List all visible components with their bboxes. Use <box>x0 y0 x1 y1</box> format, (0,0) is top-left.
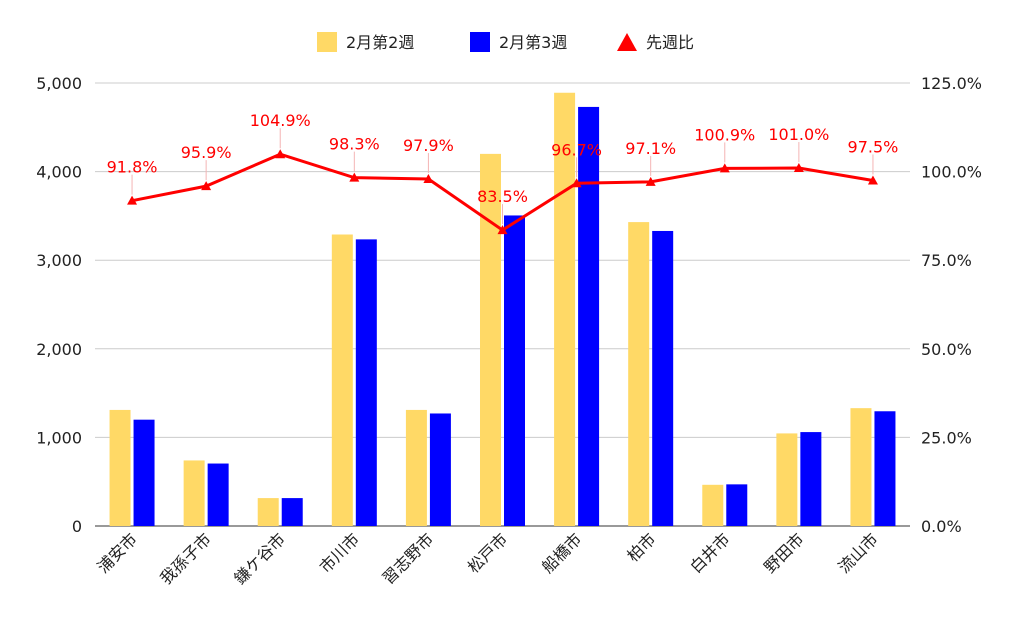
bar-series <box>109 92 896 527</box>
left-tick-label: 1,000 <box>36 428 82 447</box>
ratio-marker-triangle <box>793 163 804 173</box>
bar-week3 <box>281 498 303 526</box>
right-tick-label: 75.0% <box>921 251 972 270</box>
right-tick-label: 100.0% <box>921 163 982 182</box>
right-tick-label: 25.0% <box>921 428 972 447</box>
bar-week3 <box>652 230 674 526</box>
category-label: 習志野市 <box>379 529 438 588</box>
bar-week2 <box>257 498 279 526</box>
ratio-marker-triangle <box>127 195 138 205</box>
legend-label: 先週比 <box>646 33 694 52</box>
right-tick-label: 0.0% <box>921 517 962 536</box>
left-tick-label: 4,000 <box>36 163 82 182</box>
ratio-data-label: 95.9% <box>181 143 232 162</box>
x-axis-labels: 浦安市 我孫子市 鎌ケ谷市 市川市 習志野市 松戸市 船橋市 柏市 白井市 野田市 流山市 <box>93 529 881 588</box>
ratio-marker-triangle <box>275 149 286 159</box>
ratio-marker-triangle <box>423 174 434 184</box>
bar-week2 <box>850 408 872 526</box>
ratio-marker-triangle <box>645 176 656 186</box>
bar-week3 <box>133 419 155 526</box>
ratio-marker-triangle <box>349 172 360 182</box>
bar-week3 <box>726 484 748 526</box>
ratio-data-label: 83.5% <box>477 187 528 206</box>
legend: 2月第2週 2月第3週 先週比 <box>317 32 694 52</box>
gridlines <box>95 82 910 527</box>
ratio-data-label: 91.8% <box>107 158 158 177</box>
category-label: 白井市 <box>686 529 733 576</box>
left-tick-label: 5,000 <box>36 74 82 93</box>
bar-week3 <box>800 432 822 526</box>
bar-week2 <box>776 433 798 526</box>
category-label: 市川市 <box>316 529 363 576</box>
left-tick-label: 3,000 <box>36 251 82 270</box>
ratio-marker-triangle <box>201 181 212 191</box>
ratio-data-label: 97.9% <box>403 136 454 155</box>
category-label: 船橋市 <box>538 529 585 576</box>
ratio-marker-triangle <box>867 175 878 185</box>
ratio-data-label: 104.9% <box>250 111 311 130</box>
category-label: 野田市 <box>760 529 807 576</box>
category-label: 流山市 <box>834 529 881 576</box>
category-label: 鎌ケ谷市 <box>230 529 289 588</box>
ratio-data-label: 97.5% <box>848 137 899 156</box>
ratio-marker-triangle <box>571 178 582 188</box>
category-label: 我孫子市 <box>156 529 215 588</box>
bar-week3 <box>207 463 229 526</box>
ratio-data-label: 97.1% <box>625 139 676 158</box>
legend-swatch <box>470 32 490 52</box>
category-label: 浦安市 <box>93 529 140 576</box>
bar-week3 <box>578 106 600 526</box>
left-tick-label: 2,000 <box>36 340 82 359</box>
legend-triangle-icon <box>617 33 637 51</box>
legend-swatch <box>317 32 337 52</box>
right-tick-label: 125.0% <box>921 74 982 93</box>
ratio-data-label: 101.0% <box>768 125 829 144</box>
ratio-data-label: 98.3% <box>329 135 380 154</box>
bar-week2 <box>331 234 353 527</box>
bar-week2 <box>405 409 427 526</box>
bar-week2 <box>702 484 724 526</box>
bar-week3 <box>874 411 896 526</box>
bar-week2 <box>554 92 576 526</box>
bar-week2 <box>480 153 501 526</box>
category-label: 松戸市 <box>464 529 511 576</box>
ratio-data-label: 96.7% <box>551 140 602 159</box>
bar-week3 <box>429 413 451 526</box>
left-tick-label: 0 <box>72 517 82 536</box>
bar-week2 <box>183 460 205 526</box>
bar-week3 <box>355 239 377 526</box>
ratio-marker-triangle <box>719 163 730 173</box>
legend-label: 2月第3週 <box>499 33 567 52</box>
ratio-marker-triangle <box>497 225 508 235</box>
right-tick-label: 50.0% <box>921 340 972 359</box>
bar-week2 <box>109 409 131 526</box>
bar-week3 <box>504 215 525 526</box>
category-label: 柏市 <box>623 529 659 565</box>
left-y-axis: 0 1,000 2,000 3,000 4,000 5,000 <box>36 74 82 536</box>
right-y-axis: 0.0% 25.0% 50.0% 75.0% 100.0% 125.0% <box>921 74 982 536</box>
bar-week2 <box>628 222 650 527</box>
ratio-line-series: 91.8% 95.9% 104.9% 98.3% 97.9% 83.5% 96.7% 97.1… <box>107 111 899 235</box>
ratio-data-label: 100.9% <box>694 125 755 144</box>
legend-label: 2月第2週 <box>346 33 414 52</box>
